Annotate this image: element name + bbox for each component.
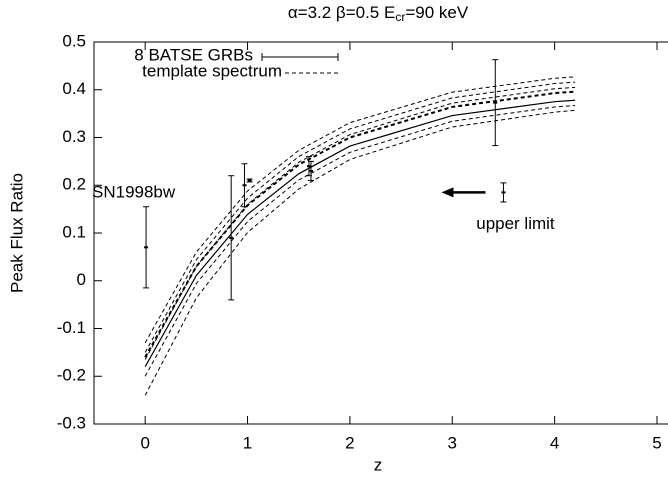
upper-limit-arrowhead [441,187,454,198]
title-main: α=3.2 β=0.5 E [288,3,396,22]
y-tick-label: -0.1 [57,318,86,337]
template-curve [144,81,576,353]
legend-label: 8 BATSE GRBs [134,45,253,64]
x-tick-label: 2 [345,433,354,452]
x-axis-label: z [374,455,383,474]
plot-frame [93,41,668,425]
x-tick-label: 4 [550,433,559,452]
x-tick-label: 1 [243,433,252,452]
template-curve [144,105,576,377]
legend-label: template spectrum [142,61,282,80]
y-axis-label: Peak Flux Ratio [7,173,26,293]
title-subscript: cr [395,10,405,24]
x-tick-label: 5 [652,433,661,452]
template-curve [144,109,576,396]
y-tick-label: 0.5 [62,31,86,50]
template-curve [144,76,576,344]
y-tick-label: -0.3 [57,413,86,432]
annotation: SN1998bw [92,182,176,201]
y-tick-label: -0.2 [57,366,86,385]
y-tick-label: 0.2 [62,175,86,194]
y-tick-label: 0.3 [62,127,86,146]
y-tick-label: 0.1 [62,222,86,241]
template-curve [144,90,576,358]
y-tick-label: 0.4 [62,79,86,98]
title-end: =90 keV [405,3,469,22]
upper-limit-label: upper limit [476,214,555,233]
x-tick-label: 0 [140,433,149,452]
template-curve [144,86,576,360]
chart-title: α=3.2 β=0.5 Ecr=90 keV [288,3,469,24]
x-tick-label: 3 [448,433,457,452]
template-curve [144,99,576,367]
y-tick-label: 0 [77,270,86,289]
